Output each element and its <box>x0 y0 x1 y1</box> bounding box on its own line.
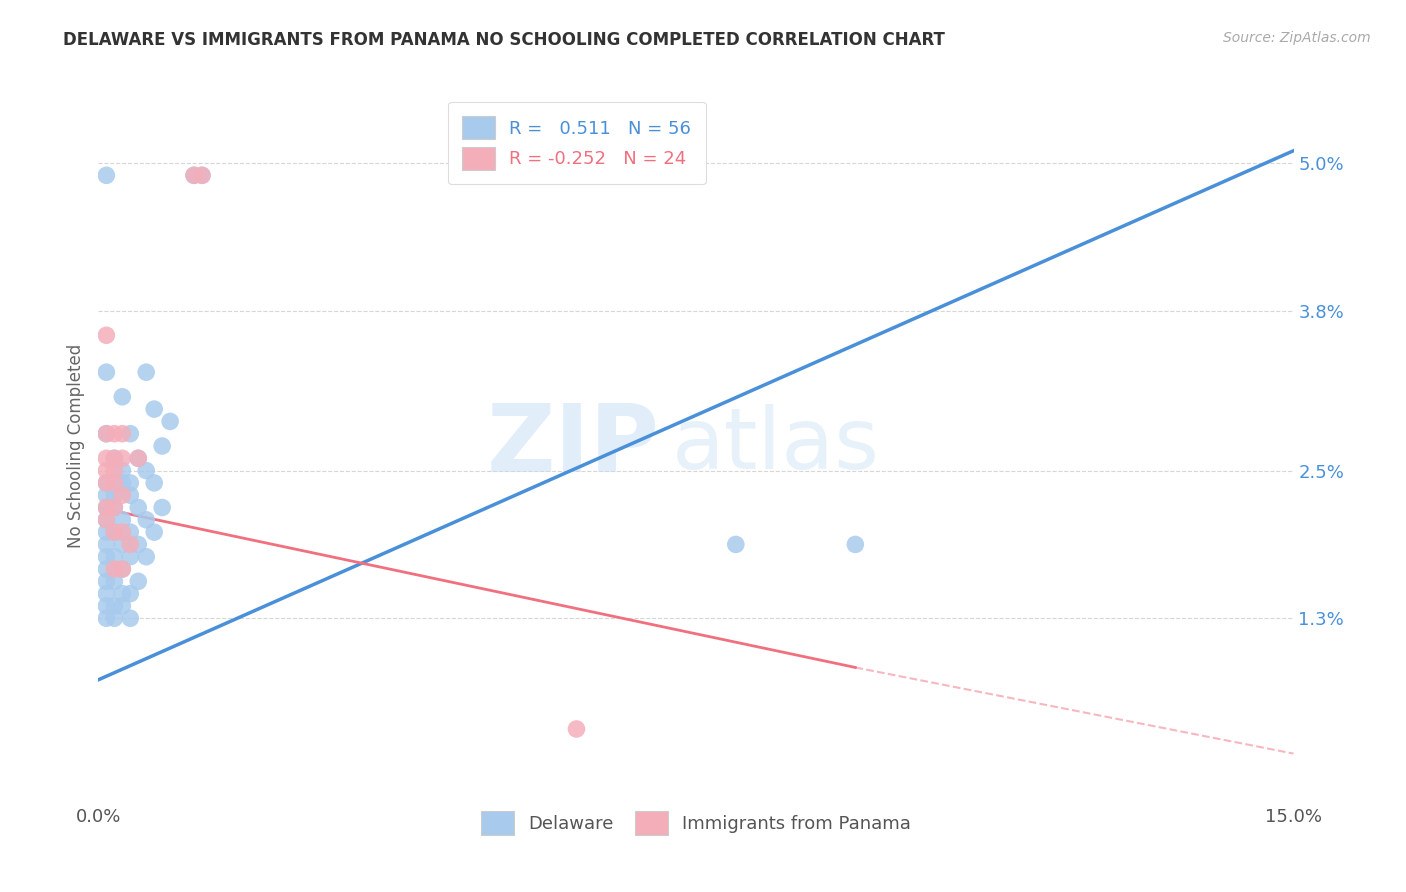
Point <box>103 525 125 540</box>
Point <box>150 500 173 515</box>
Point <box>96 537 118 551</box>
Point <box>844 537 866 551</box>
Point <box>724 537 747 551</box>
Point <box>111 599 134 613</box>
Point <box>191 169 214 183</box>
Point <box>111 562 134 576</box>
Point <box>111 513 134 527</box>
Point <box>111 451 134 466</box>
Point <box>96 525 118 540</box>
Point <box>120 488 142 502</box>
Point <box>127 451 149 466</box>
Point <box>135 513 157 527</box>
Point <box>565 722 588 736</box>
Point <box>127 500 149 515</box>
Point <box>120 426 142 441</box>
Point <box>127 451 149 466</box>
Text: ZIP: ZIP <box>488 400 661 492</box>
Point <box>96 488 118 502</box>
Point <box>103 562 125 576</box>
Point <box>96 500 118 515</box>
Point <box>150 439 173 453</box>
Point <box>111 390 134 404</box>
Point <box>111 525 134 540</box>
Text: atlas: atlas <box>672 404 880 488</box>
Point <box>111 488 134 502</box>
Point <box>96 426 118 441</box>
Point <box>127 574 149 589</box>
Point <box>103 451 125 466</box>
Point <box>183 169 205 183</box>
Point <box>96 328 118 343</box>
Point <box>135 464 157 478</box>
Point <box>135 549 157 564</box>
Point <box>96 562 118 576</box>
Point <box>96 611 118 625</box>
Point <box>103 500 125 515</box>
Point <box>191 169 214 183</box>
Point <box>183 169 205 183</box>
Point <box>103 488 125 502</box>
Point <box>96 169 118 183</box>
Point <box>96 549 118 564</box>
Point <box>120 549 142 564</box>
Point <box>103 525 125 540</box>
Point <box>127 537 149 551</box>
Point <box>103 549 125 564</box>
Point <box>111 587 134 601</box>
Point <box>111 426 134 441</box>
Point <box>103 426 125 441</box>
Point <box>96 513 118 527</box>
Point <box>96 500 118 515</box>
Point <box>96 599 118 613</box>
Point <box>96 574 118 589</box>
Point <box>120 537 142 551</box>
Point <box>143 475 166 490</box>
Point <box>120 525 142 540</box>
Point <box>111 464 134 478</box>
Point <box>96 513 118 527</box>
Point <box>111 562 134 576</box>
Text: DELAWARE VS IMMIGRANTS FROM PANAMA NO SCHOOLING COMPLETED CORRELATION CHART: DELAWARE VS IMMIGRANTS FROM PANAMA NO SC… <box>63 31 945 49</box>
Point <box>103 451 125 466</box>
Point <box>96 475 118 490</box>
Text: Source: ZipAtlas.com: Source: ZipAtlas.com <box>1223 31 1371 45</box>
Point <box>96 451 118 466</box>
Point <box>120 587 142 601</box>
Point <box>111 475 134 490</box>
Point <box>103 574 125 589</box>
Legend: Delaware, Immigrants from Panama: Delaware, Immigrants from Panama <box>472 803 920 844</box>
Point <box>143 525 166 540</box>
Point <box>103 599 125 613</box>
Point <box>96 587 118 601</box>
Point <box>159 414 181 428</box>
Point <box>96 365 118 379</box>
Point <box>103 464 125 478</box>
Point <box>96 475 118 490</box>
Point <box>103 611 125 625</box>
Point <box>103 500 125 515</box>
Point <box>103 475 125 490</box>
Point <box>120 475 142 490</box>
Point <box>120 611 142 625</box>
Point <box>96 464 118 478</box>
Point <box>96 426 118 441</box>
Point <box>143 402 166 417</box>
Y-axis label: No Schooling Completed: No Schooling Completed <box>66 344 84 548</box>
Point <box>135 365 157 379</box>
Point <box>111 537 134 551</box>
